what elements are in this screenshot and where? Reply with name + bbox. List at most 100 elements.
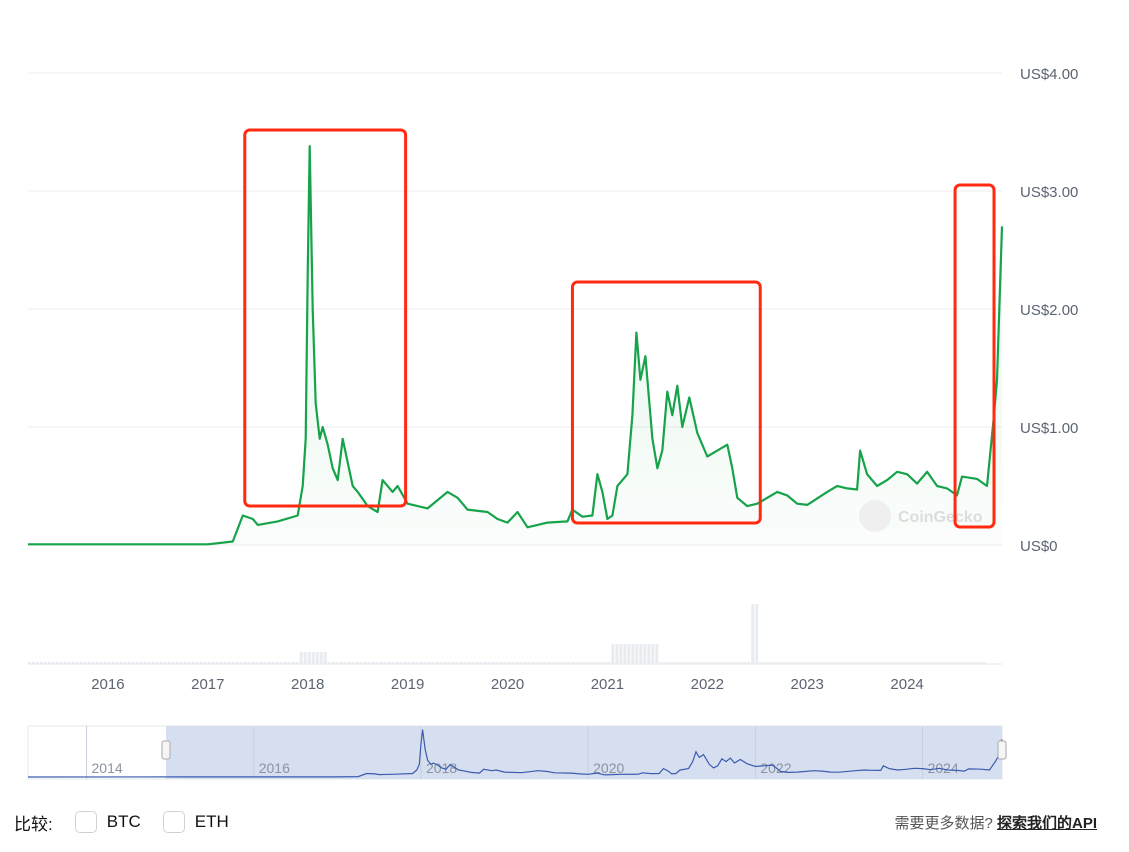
annotation-box [243,128,408,508]
volume-bar [939,662,943,664]
volume-bar [343,662,347,664]
volume-bar [527,662,531,664]
volume-bar [755,604,759,664]
volume-bar [235,662,239,664]
volume-bar [699,662,703,664]
volume-bar [299,652,303,664]
volume-bar [451,662,455,664]
volume-bar [267,662,271,664]
volume-bar [667,662,671,664]
api-link[interactable]: 探索我们的API [996,814,1097,832]
volume-bar [867,662,871,664]
volume-bar [691,662,695,664]
x-tick-label: 2020 [491,676,524,693]
volume-bar [143,662,147,664]
volume-bar [719,662,723,664]
volume-bar [371,662,375,664]
volume-bar [579,662,583,664]
volume-bar [307,652,311,664]
volume-bar [395,662,399,664]
volume-bar [723,662,727,664]
volume-bar [687,662,691,664]
volume-bar [459,662,463,664]
volume-bar [467,662,471,664]
navigator-tick-label: 2020 [593,760,624,776]
volume-bar [883,662,887,664]
volume-bar [919,662,923,664]
volume-bar [623,644,627,664]
volume-bar [679,662,683,664]
volume-bar [539,662,543,664]
volume-bar [671,662,675,664]
volume-bar [359,662,363,664]
volume-bar [379,662,383,664]
volume-bar [899,662,903,664]
volume-bar [215,662,219,664]
navigator-handle[interactable] [997,740,1007,760]
volume-bar [811,662,815,664]
volume-bar [283,662,287,664]
volume-bar [347,662,351,664]
volume-bar [35,662,39,664]
volume-bar [615,644,619,664]
y-tick-label: US$1.00 [1020,420,1078,437]
volume-bar [635,644,639,664]
volume-bar [647,644,651,664]
volume-bar [711,662,715,664]
eth-label[interactable]: ETH [194,812,229,831]
x-tick-label: 2022 [691,676,724,693]
volume-bar [119,662,123,664]
volume-bar [739,662,743,664]
volume-bar [411,662,415,664]
volume-bar [335,662,339,664]
volume-bar [63,662,67,664]
volume-bar [259,662,263,664]
navigator-handle[interactable] [161,740,171,760]
volume-bar [911,662,915,664]
volume-bar [475,662,479,664]
volume-bar [439,662,443,664]
volume-bar [427,662,431,664]
volume-bar [91,662,95,664]
btc-label[interactable]: BTC [106,812,141,831]
navigator-line [27,729,1003,778]
volume-bar [907,662,911,664]
volume-bar [595,662,599,664]
volume-bar [903,662,907,664]
volume-bar [847,662,851,664]
volume-bar [827,662,831,664]
volume-bar [823,662,827,664]
volume-bar [803,662,807,664]
price-chart[interactable]: US$0 US$1.00 US$2.00 US$3.00 US$4.00 2016 2017… [0,0,1129,800]
btc-checkbox[interactable] [74,811,97,833]
volume-bar [127,662,131,664]
eth-checkbox[interactable] [162,811,185,833]
volume-bar [195,662,199,664]
volume-bar [403,662,407,664]
volume-bar [895,662,899,664]
volume-bar [515,662,519,664]
volume-bar [983,662,987,664]
api-prompt: 需要更多数据? [894,814,993,832]
volume-bar [203,662,207,664]
volume-bar [255,662,259,664]
volume-bar [963,662,967,664]
price-area [28,146,1002,545]
volume-bar [503,662,507,664]
volume-bar [279,662,283,664]
volume-bar [859,662,863,664]
volume-bar [607,662,611,664]
volume-bar [315,652,319,664]
volume-bar [363,662,367,664]
x-tick-label: 2017 [191,676,224,693]
volume-bar [423,662,427,664]
volume-bar [855,662,859,664]
volume-bar [891,662,895,664]
volume-bar [519,662,523,664]
volume-bar [95,662,99,664]
volume-bar [431,662,435,664]
volume-bar [763,662,767,664]
x-tick-label: 2018 [291,676,324,693]
volume-bar [287,662,291,664]
volume-bar [43,662,47,664]
